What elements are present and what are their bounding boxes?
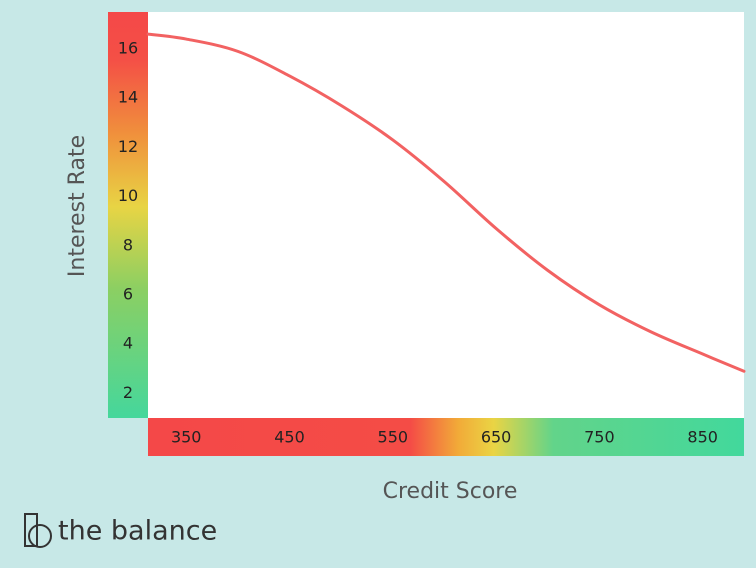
y-tick-label: 16 (118, 38, 138, 57)
x-tick-label: 650 (481, 428, 512, 447)
x-tick-label: 350 (171, 428, 202, 447)
brand-logo (24, 513, 52, 548)
y-tick-label: 4 (123, 334, 133, 353)
x-tick-label: 850 (687, 428, 718, 447)
y-tick-label: 14 (118, 88, 138, 107)
brand-name: the balance (58, 516, 217, 547)
x-tick-label: 750 (584, 428, 615, 447)
y-tick-label: 12 (118, 137, 138, 156)
y-axis-bar (108, 12, 148, 418)
x-tick-label: 450 (274, 428, 305, 447)
y-tick-label: 10 (118, 186, 138, 205)
y-tick-label: 6 (123, 284, 133, 303)
logo-icon (24, 513, 38, 547)
x-axis-title: Credit Score (383, 479, 518, 504)
y-tick-label: 8 (123, 235, 133, 254)
plot-area (148, 12, 744, 418)
line (146, 32, 746, 373)
y-axis-title: Interest Rate (65, 135, 90, 277)
y-tick-label: 2 (123, 383, 133, 402)
logo-icon (28, 524, 52, 548)
x-tick-label: 550 (378, 428, 409, 447)
x-axis-bar (148, 418, 744, 456)
